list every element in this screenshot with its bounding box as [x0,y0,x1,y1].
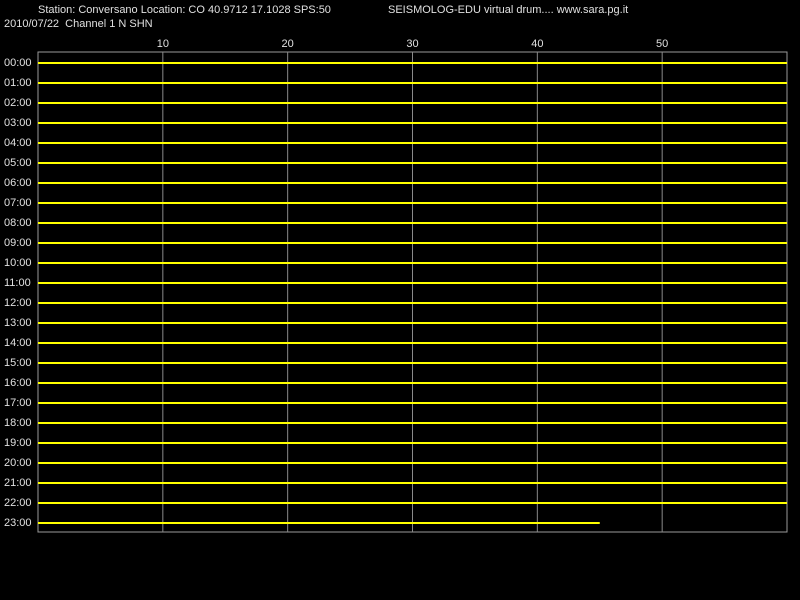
row-label: 07:00 [4,197,32,209]
row-label: 20:00 [4,457,32,469]
row-label: 17:00 [4,397,32,409]
row-label: 01:00 [4,77,32,89]
row-label: 21:00 [4,477,32,489]
row-label: 08:00 [4,217,32,229]
row-label: 10:00 [4,257,32,269]
row-label: 03:00 [4,117,32,129]
row-label: 09:00 [4,237,32,249]
row-label: 16:00 [4,377,32,389]
header-right: SEISMOLOG-EDU virtual drum.... www.sara.… [388,4,628,16]
row-label: 00:00 [4,57,32,69]
x-tick-label: 50 [656,38,668,50]
row-label: 23:00 [4,517,32,529]
row-label: 13:00 [4,317,32,329]
row-label: 22:00 [4,497,32,509]
row-label: 14:00 [4,337,32,349]
row-label: 18:00 [4,417,32,429]
x-tick-label: 40 [531,38,543,50]
row-label: 12:00 [4,297,32,309]
row-label: 06:00 [4,177,32,189]
x-tick-label: 10 [157,38,169,50]
x-tick-label: 30 [406,38,418,50]
row-label: 11:00 [4,277,31,289]
chart-subtitle: 2010/07/22 Channel 1 N SHN [4,18,153,30]
row-label: 15:00 [4,357,32,369]
row-label: 04:00 [4,137,32,149]
row-label: 05:00 [4,157,32,169]
row-label: 02:00 [4,97,32,109]
x-tick-label: 20 [282,38,294,50]
chart-title: Station: Conversano Location: CO 40.9712… [38,4,331,16]
row-label: 19:00 [4,437,32,449]
